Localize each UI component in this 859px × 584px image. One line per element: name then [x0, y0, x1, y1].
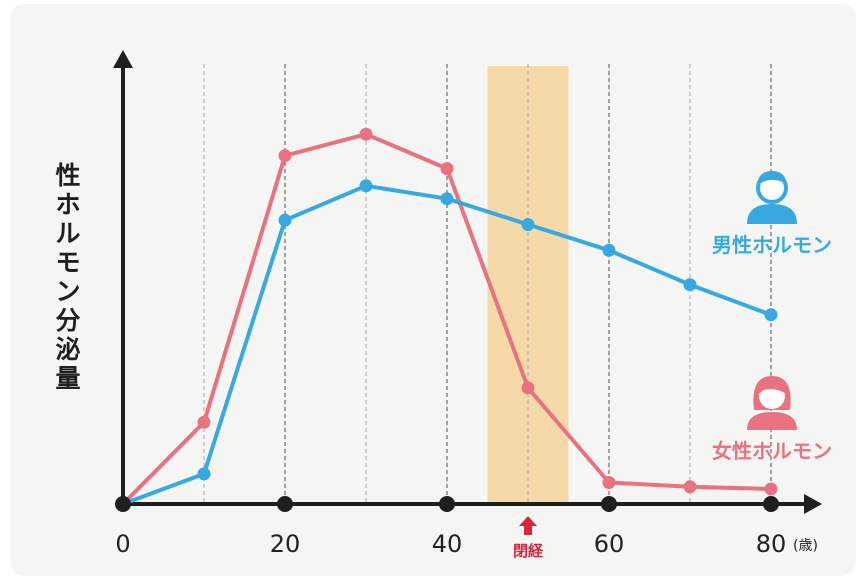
y-axis-arrowhead [113, 50, 133, 68]
data-point-male-70 [683, 278, 697, 292]
x-tick-label-40: 40 [432, 530, 463, 558]
legend-female-label: 女性ホルモン [712, 439, 832, 463]
menopause-label: 閉経 [513, 542, 544, 560]
data-point-female-30 [359, 127, 373, 141]
data-point-male-40 [440, 192, 454, 206]
legend-male: 男性ホルモン [712, 171, 832, 257]
data-point-female-60 [602, 476, 616, 489]
y-axis-label-char: ン [55, 277, 80, 306]
y-axis-label-char: ホ [55, 190, 80, 219]
legend-male-label: 男性ホルモン [712, 233, 832, 257]
x-tick-dot-80 [763, 496, 779, 512]
data-point-female-10 [197, 415, 211, 429]
data-point-female-80 [764, 482, 778, 496]
data-point-male-10 [197, 467, 211, 481]
data-point-male-50 [521, 218, 535, 231]
x-tick-label-60: 60 [594, 530, 625, 558]
data-point-male-20 [278, 213, 292, 227]
data-point-female-70 [683, 480, 697, 494]
x-tick-label-80: 80 [756, 530, 787, 558]
legend-female: 女性ホルモン [712, 376, 832, 463]
y-axis-label-char: 性 [55, 161, 80, 190]
series-layer [116, 127, 778, 511]
y-axis-label-char: 量 [55, 364, 80, 393]
menopause-marker: 閉経 [513, 516, 544, 560]
y-axis-label-char: 泌 [55, 335, 80, 364]
man-avatar-icon [747, 171, 797, 224]
x-tick-label-0: 0 [115, 530, 130, 558]
data-point-male-30 [359, 179, 373, 193]
x-tick-dot-60 [601, 496, 617, 512]
x-axis-arrowhead [804, 494, 822, 514]
data-point-female-20 [278, 149, 292, 163]
x-tick-label-20: 20 [270, 530, 301, 558]
woman-avatar-icon [747, 376, 797, 430]
x-unit-label: (歳) [793, 538, 818, 554]
data-point-female-50 [521, 381, 535, 395]
y-axis-label-char: ル [55, 219, 80, 248]
chart-container: 0 20 40 60 80 (歳) 性ホルモン分泌量 閉経 男性ホルモン [10, 4, 856, 576]
x-tick-dot-40 [439, 496, 455, 512]
data-point-male-60 [602, 243, 616, 257]
data-point-male-80 [764, 308, 778, 322]
x-tick-dot-0 [115, 496, 131, 512]
x-tick-dot-20 [277, 496, 293, 512]
data-point-female-40 [440, 162, 454, 176]
axes [113, 50, 822, 514]
y-axis-label-char: 分 [55, 306, 80, 335]
up-arrow-icon [519, 516, 537, 535]
y-axis-label-char: モ [55, 248, 80, 277]
x-tick-layer: 0 20 40 60 80 [115, 496, 786, 558]
